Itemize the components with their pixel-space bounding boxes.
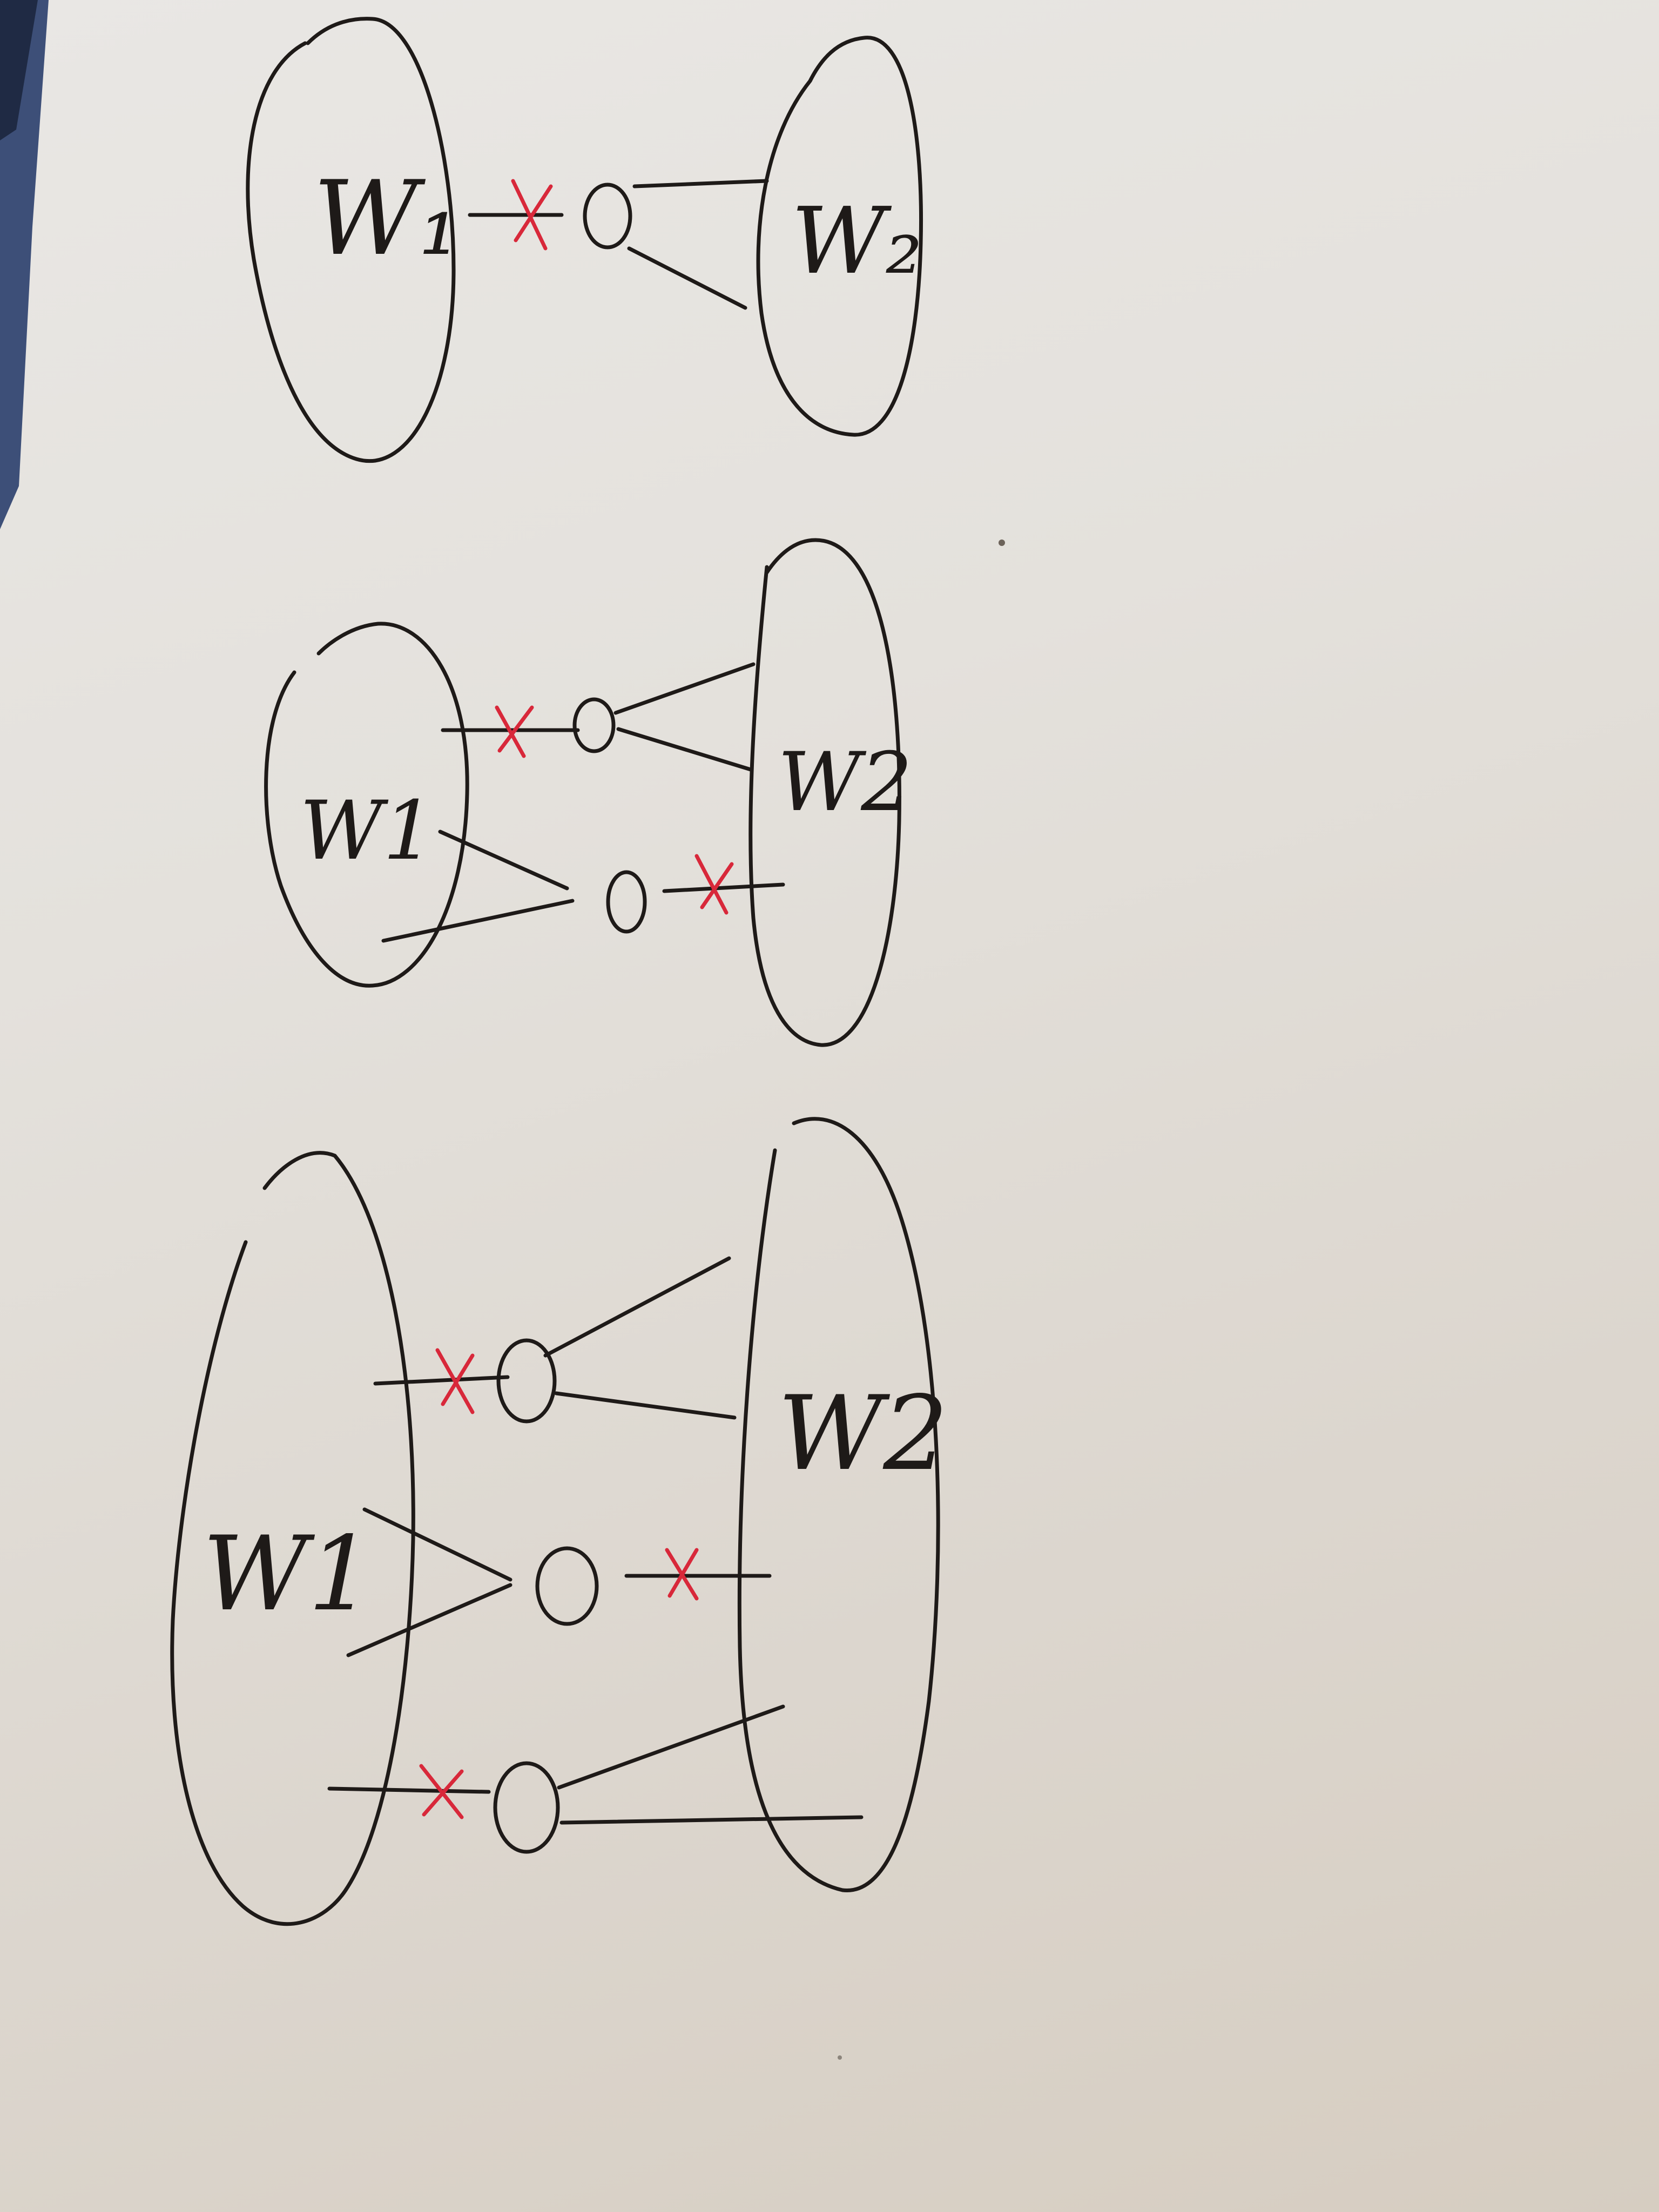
paper-speck	[838, 2055, 842, 2060]
cut-mark	[665, 1548, 699, 1601]
right-set-label: W2	[778, 1374, 948, 1493]
vertex-node	[496, 1338, 557, 1424]
edge	[632, 179, 769, 188]
edge	[557, 1704, 785, 1790]
left-set-label: W1	[203, 1514, 373, 1634]
vertex-node	[493, 1761, 560, 1854]
edge	[627, 246, 747, 310]
edge	[346, 1583, 512, 1657]
right-set-ellipse	[748, 538, 901, 1047]
edge	[543, 1256, 731, 1358]
edge	[616, 727, 753, 772]
edge	[613, 662, 756, 715]
right-set-label: W₂	[791, 188, 922, 295]
left-set-ellipse	[246, 17, 456, 463]
cut-mark	[495, 705, 534, 758]
cut-mark	[419, 1764, 464, 1819]
vertex-node	[535, 1546, 599, 1626]
cut-edge	[327, 1786, 491, 1794]
diagram-3: W1 W2	[170, 1117, 948, 1926]
right-set-ellipse	[737, 1117, 940, 1892]
right-set-label: W2	[778, 736, 913, 830]
left-set-label: W₁	[313, 159, 460, 278]
edge	[559, 1815, 864, 1825]
cut-mark	[694, 854, 734, 915]
background-edge-dark	[0, 0, 38, 140]
diagram-2: W1 W2	[264, 538, 913, 1047]
left-set-ellipse	[170, 1151, 415, 1926]
paper-speck	[999, 539, 1005, 546]
vertex-node	[572, 697, 616, 753]
vertex-node	[583, 183, 632, 249]
edge	[438, 830, 569, 891]
cut-mark	[435, 1348, 475, 1414]
left-set-ellipse	[264, 622, 469, 988]
edge	[362, 1507, 512, 1582]
left-set-label: W1	[300, 784, 435, 878]
cut-edge	[662, 882, 785, 893]
right-set-ellipse	[756, 36, 923, 437]
edge	[381, 899, 575, 943]
cut-edge	[373, 1375, 510, 1386]
cut-mark	[511, 179, 553, 251]
edge	[554, 1391, 737, 1420]
vertex-node	[606, 870, 647, 934]
diagram-1: W₁ W₂	[246, 17, 923, 463]
